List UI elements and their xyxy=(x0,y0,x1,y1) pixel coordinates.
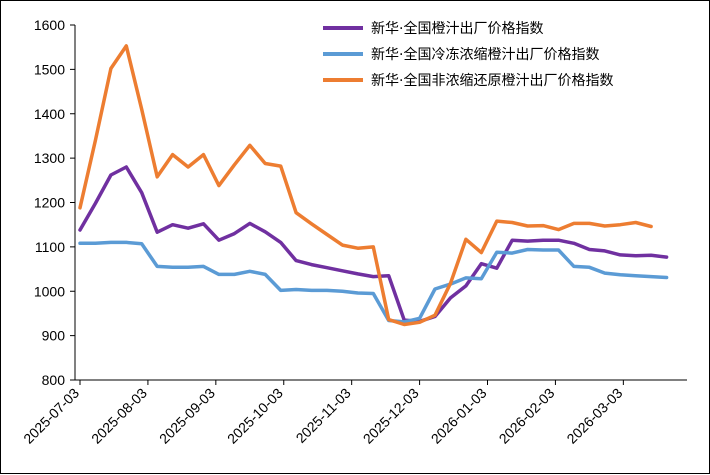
legend: 新华·全国橙汁出厂价格指数新华·全国冷冻浓缩橙汁出厂价格指数新华·全国非浓缩还原… xyxy=(323,20,613,89)
x-tick-label: 2026-01-03 xyxy=(428,385,490,447)
x-axis: 2025-07-03 2025-08-03 2025-09-03 2025-10-03… xyxy=(20,379,687,447)
legend-label: 新华·全国冷冻浓缩橙汁出厂价格指数 xyxy=(371,46,599,63)
series-line-1 xyxy=(78,240,669,324)
y-tick-label: 1200 xyxy=(34,195,65,211)
legend-label: 新华·全国橙汁出厂价格指数 xyxy=(371,20,543,37)
x-tick-label: 2026-02-03 xyxy=(496,385,558,447)
y-tick-label: 900 xyxy=(42,328,66,344)
legend-label: 新华·全国非浓缩还原橙汁出厂价格指数 xyxy=(371,72,613,89)
y-tick-label: 1100 xyxy=(35,239,65,255)
x-tick-label: 2026-03-03 xyxy=(564,385,626,447)
y-tick-label: 1600 xyxy=(34,17,65,33)
y-tick-label: 1500 xyxy=(34,61,65,77)
y-tick-label: 1400 xyxy=(34,106,65,122)
x-tick-label: 2025-10-03 xyxy=(224,385,286,447)
y-tick-label: 800 xyxy=(42,372,66,388)
x-tick-label: 2025-12-03 xyxy=(360,385,422,447)
y-tick-label: 1000 xyxy=(34,283,65,299)
series-lines xyxy=(78,44,669,327)
series-line-0 xyxy=(78,165,669,324)
y-axis: 800 900 1000 1100 1200 1300 1400 1500 1600 xyxy=(34,17,76,388)
x-tick-label: 2025-11-03 xyxy=(293,385,354,446)
series-line-2 xyxy=(78,44,653,327)
x-tick-label: 2025-09-03 xyxy=(156,385,218,447)
x-tick-label: 2025-07-03 xyxy=(20,385,82,447)
y-tick-label: 1300 xyxy=(34,150,65,166)
x-tick-label: 2025-08-03 xyxy=(88,385,150,447)
